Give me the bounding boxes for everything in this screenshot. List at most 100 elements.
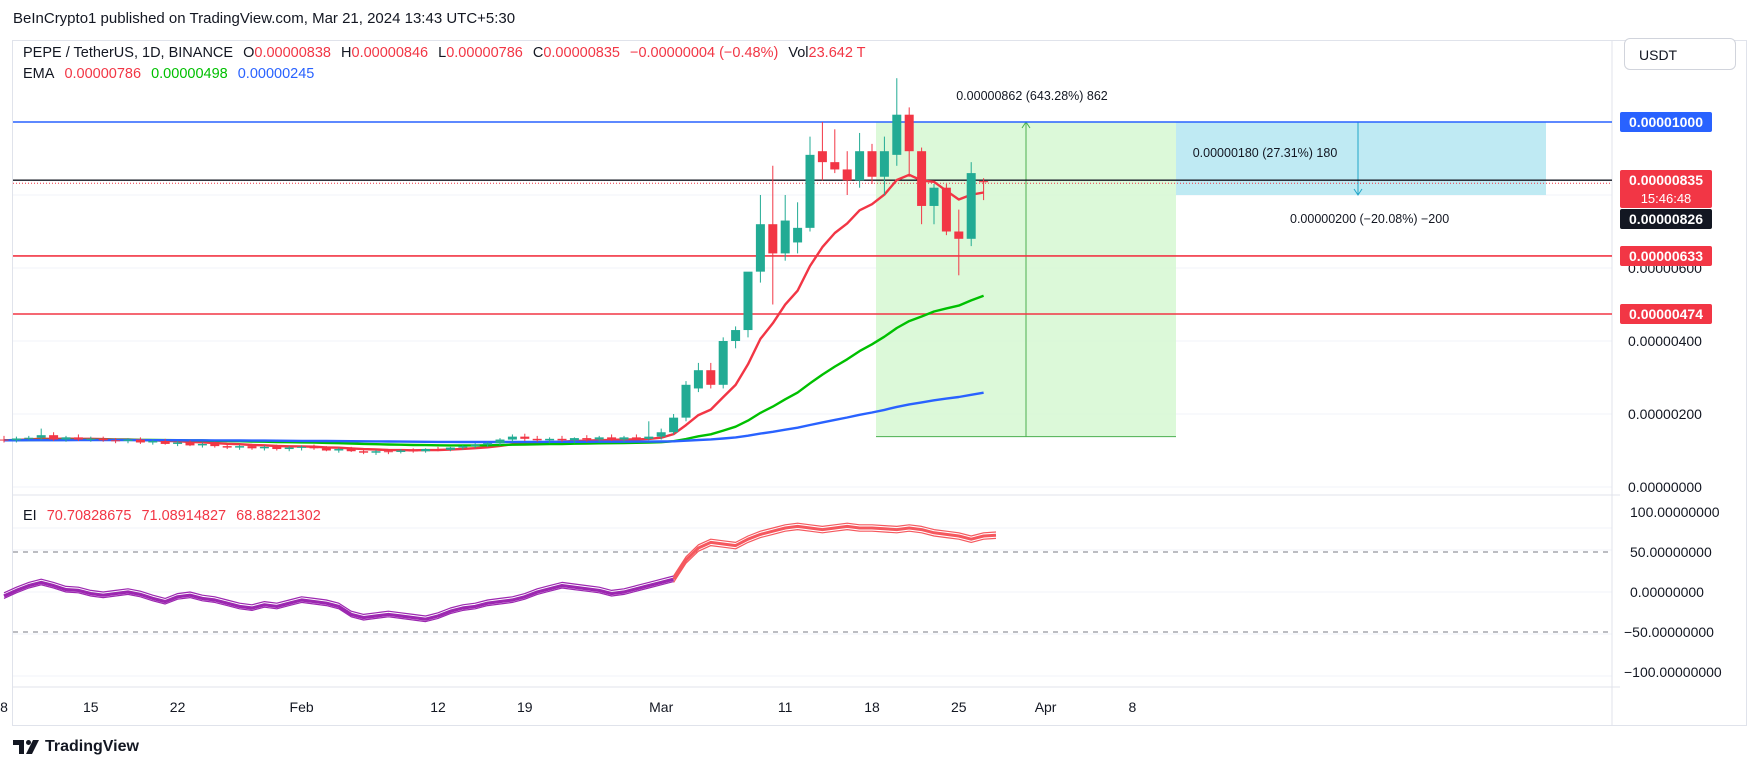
candle-body[interactable] xyxy=(805,154,815,228)
candle-body[interactable] xyxy=(408,450,418,452)
candle-body[interactable] xyxy=(966,173,976,239)
candle-body[interactable] xyxy=(892,114,902,155)
candle-body[interactable] xyxy=(681,384,691,418)
candle-body[interactable] xyxy=(24,437,34,439)
candle-body[interactable] xyxy=(830,162,840,170)
candle-body[interactable] xyxy=(929,187,939,206)
candle-body[interactable] xyxy=(557,438,567,441)
osc-tick-label: −100.00000000 xyxy=(1624,664,1722,680)
candle-body[interactable] xyxy=(879,151,889,177)
candle-body[interactable] xyxy=(173,442,183,444)
candle-body[interactable] xyxy=(185,442,195,446)
vol-label: Vol xyxy=(788,45,809,61)
candle-body[interactable] xyxy=(160,441,170,444)
candle-body[interactable] xyxy=(359,451,369,453)
chart-panel[interactable] xyxy=(12,40,1747,726)
candle-body[interactable] xyxy=(445,447,455,450)
candle-body[interactable] xyxy=(86,438,96,440)
candle-body[interactable] xyxy=(582,438,592,440)
candle-body[interactable] xyxy=(309,446,319,449)
candle-body[interactable] xyxy=(247,446,257,449)
candle-body[interactable] xyxy=(259,446,269,449)
candle-body[interactable] xyxy=(817,151,827,163)
candle-body[interactable] xyxy=(0,439,9,441)
cursor-price-label: 0.00000826 xyxy=(1629,211,1703,227)
candle-body[interactable] xyxy=(346,449,356,452)
osc-tick-label: 0.00000000 xyxy=(1630,584,1704,600)
candle-body[interactable] xyxy=(148,441,158,443)
candle-body[interactable] xyxy=(656,432,666,437)
candle-body[interactable] xyxy=(222,446,232,448)
candle-body[interactable] xyxy=(321,448,331,451)
candle-body[interactable] xyxy=(644,436,654,439)
candle-body[interactable] xyxy=(36,435,46,438)
candle-body[interactable] xyxy=(954,231,964,239)
brand-name: TradingView xyxy=(45,738,139,755)
candle-body[interactable] xyxy=(73,437,83,440)
candle-body[interactable] xyxy=(669,417,679,433)
time-tick-label: 18 xyxy=(864,699,880,715)
ema-label[interactable]: EMA xyxy=(23,66,55,82)
candle-body[interactable] xyxy=(731,330,741,341)
osc-tick-label: −50.00000000 xyxy=(1624,624,1714,640)
candle-body[interactable] xyxy=(532,438,542,441)
candle-body[interactable] xyxy=(842,169,852,181)
candle-body[interactable] xyxy=(594,437,604,440)
candle-body[interactable] xyxy=(458,446,468,448)
candle-body[interactable] xyxy=(334,449,344,451)
ei-label[interactable]: EI xyxy=(23,508,37,524)
candle-body[interactable] xyxy=(433,449,443,451)
candle-body[interactable] xyxy=(545,438,555,441)
candle-body[interactable] xyxy=(371,451,381,453)
candle-body[interactable] xyxy=(111,440,121,442)
candle-body[interactable] xyxy=(284,447,294,450)
candle-body[interactable] xyxy=(135,439,145,443)
candle-body[interactable] xyxy=(780,220,790,254)
ei-line-upper-red xyxy=(673,522,997,577)
candle-body[interactable] xyxy=(904,114,914,152)
candle-body[interactable] xyxy=(98,438,108,441)
candle-body[interactable] xyxy=(297,446,307,448)
candle-body[interactable] xyxy=(619,437,629,440)
candle-body[interactable] xyxy=(867,151,877,177)
candle-body[interactable] xyxy=(631,437,641,439)
candle-body[interactable] xyxy=(483,443,493,445)
candle-body[interactable] xyxy=(755,224,765,272)
candle-body[interactable] xyxy=(383,451,393,453)
candle-body[interactable] xyxy=(793,227,803,243)
candle-body[interactable] xyxy=(11,438,21,441)
candle-body[interactable] xyxy=(396,450,406,452)
candle-body[interactable] xyxy=(855,151,865,181)
candle-body[interactable] xyxy=(49,435,59,440)
high-label: H xyxy=(341,45,352,61)
candle-body[interactable] xyxy=(210,443,220,447)
candle-body[interactable] xyxy=(272,446,282,450)
candle-body[interactable] xyxy=(495,439,505,444)
candle-body[interactable] xyxy=(520,436,530,439)
candle-body[interactable] xyxy=(743,271,753,331)
candle-body[interactable] xyxy=(706,370,716,385)
candle-body[interactable] xyxy=(718,341,728,385)
candle-body[interactable] xyxy=(61,437,71,440)
candle-body[interactable] xyxy=(197,443,207,446)
candle-body[interactable] xyxy=(768,224,778,254)
candle-body[interactable] xyxy=(917,151,927,206)
measure-label-short: 0.00000180 (27.31%) 180 xyxy=(1193,146,1338,160)
candle-body[interactable] xyxy=(507,436,517,440)
open-value: 0.00000838 xyxy=(254,45,331,61)
candle-body[interactable] xyxy=(569,438,579,441)
candle-body[interactable] xyxy=(693,370,703,389)
high-value: 0.00000846 xyxy=(351,45,429,61)
candle-body[interactable] xyxy=(235,446,245,448)
candle-body[interactable] xyxy=(470,444,480,447)
candle-body[interactable] xyxy=(123,439,133,442)
candle-body[interactable] xyxy=(979,181,989,183)
currency-button[interactable]: USDT xyxy=(1624,38,1736,70)
candle-body[interactable] xyxy=(421,449,431,452)
symbol-name[interactable]: PEPE / TetherUS, 1D, BINANCE xyxy=(23,45,234,61)
measure-label-drop: 0.00000200 (−20.08%) −200 xyxy=(1290,212,1449,226)
tradingview-logo[interactable]: TradingView xyxy=(13,738,139,756)
candle-body[interactable] xyxy=(607,437,617,440)
candle-body[interactable] xyxy=(941,187,951,232)
